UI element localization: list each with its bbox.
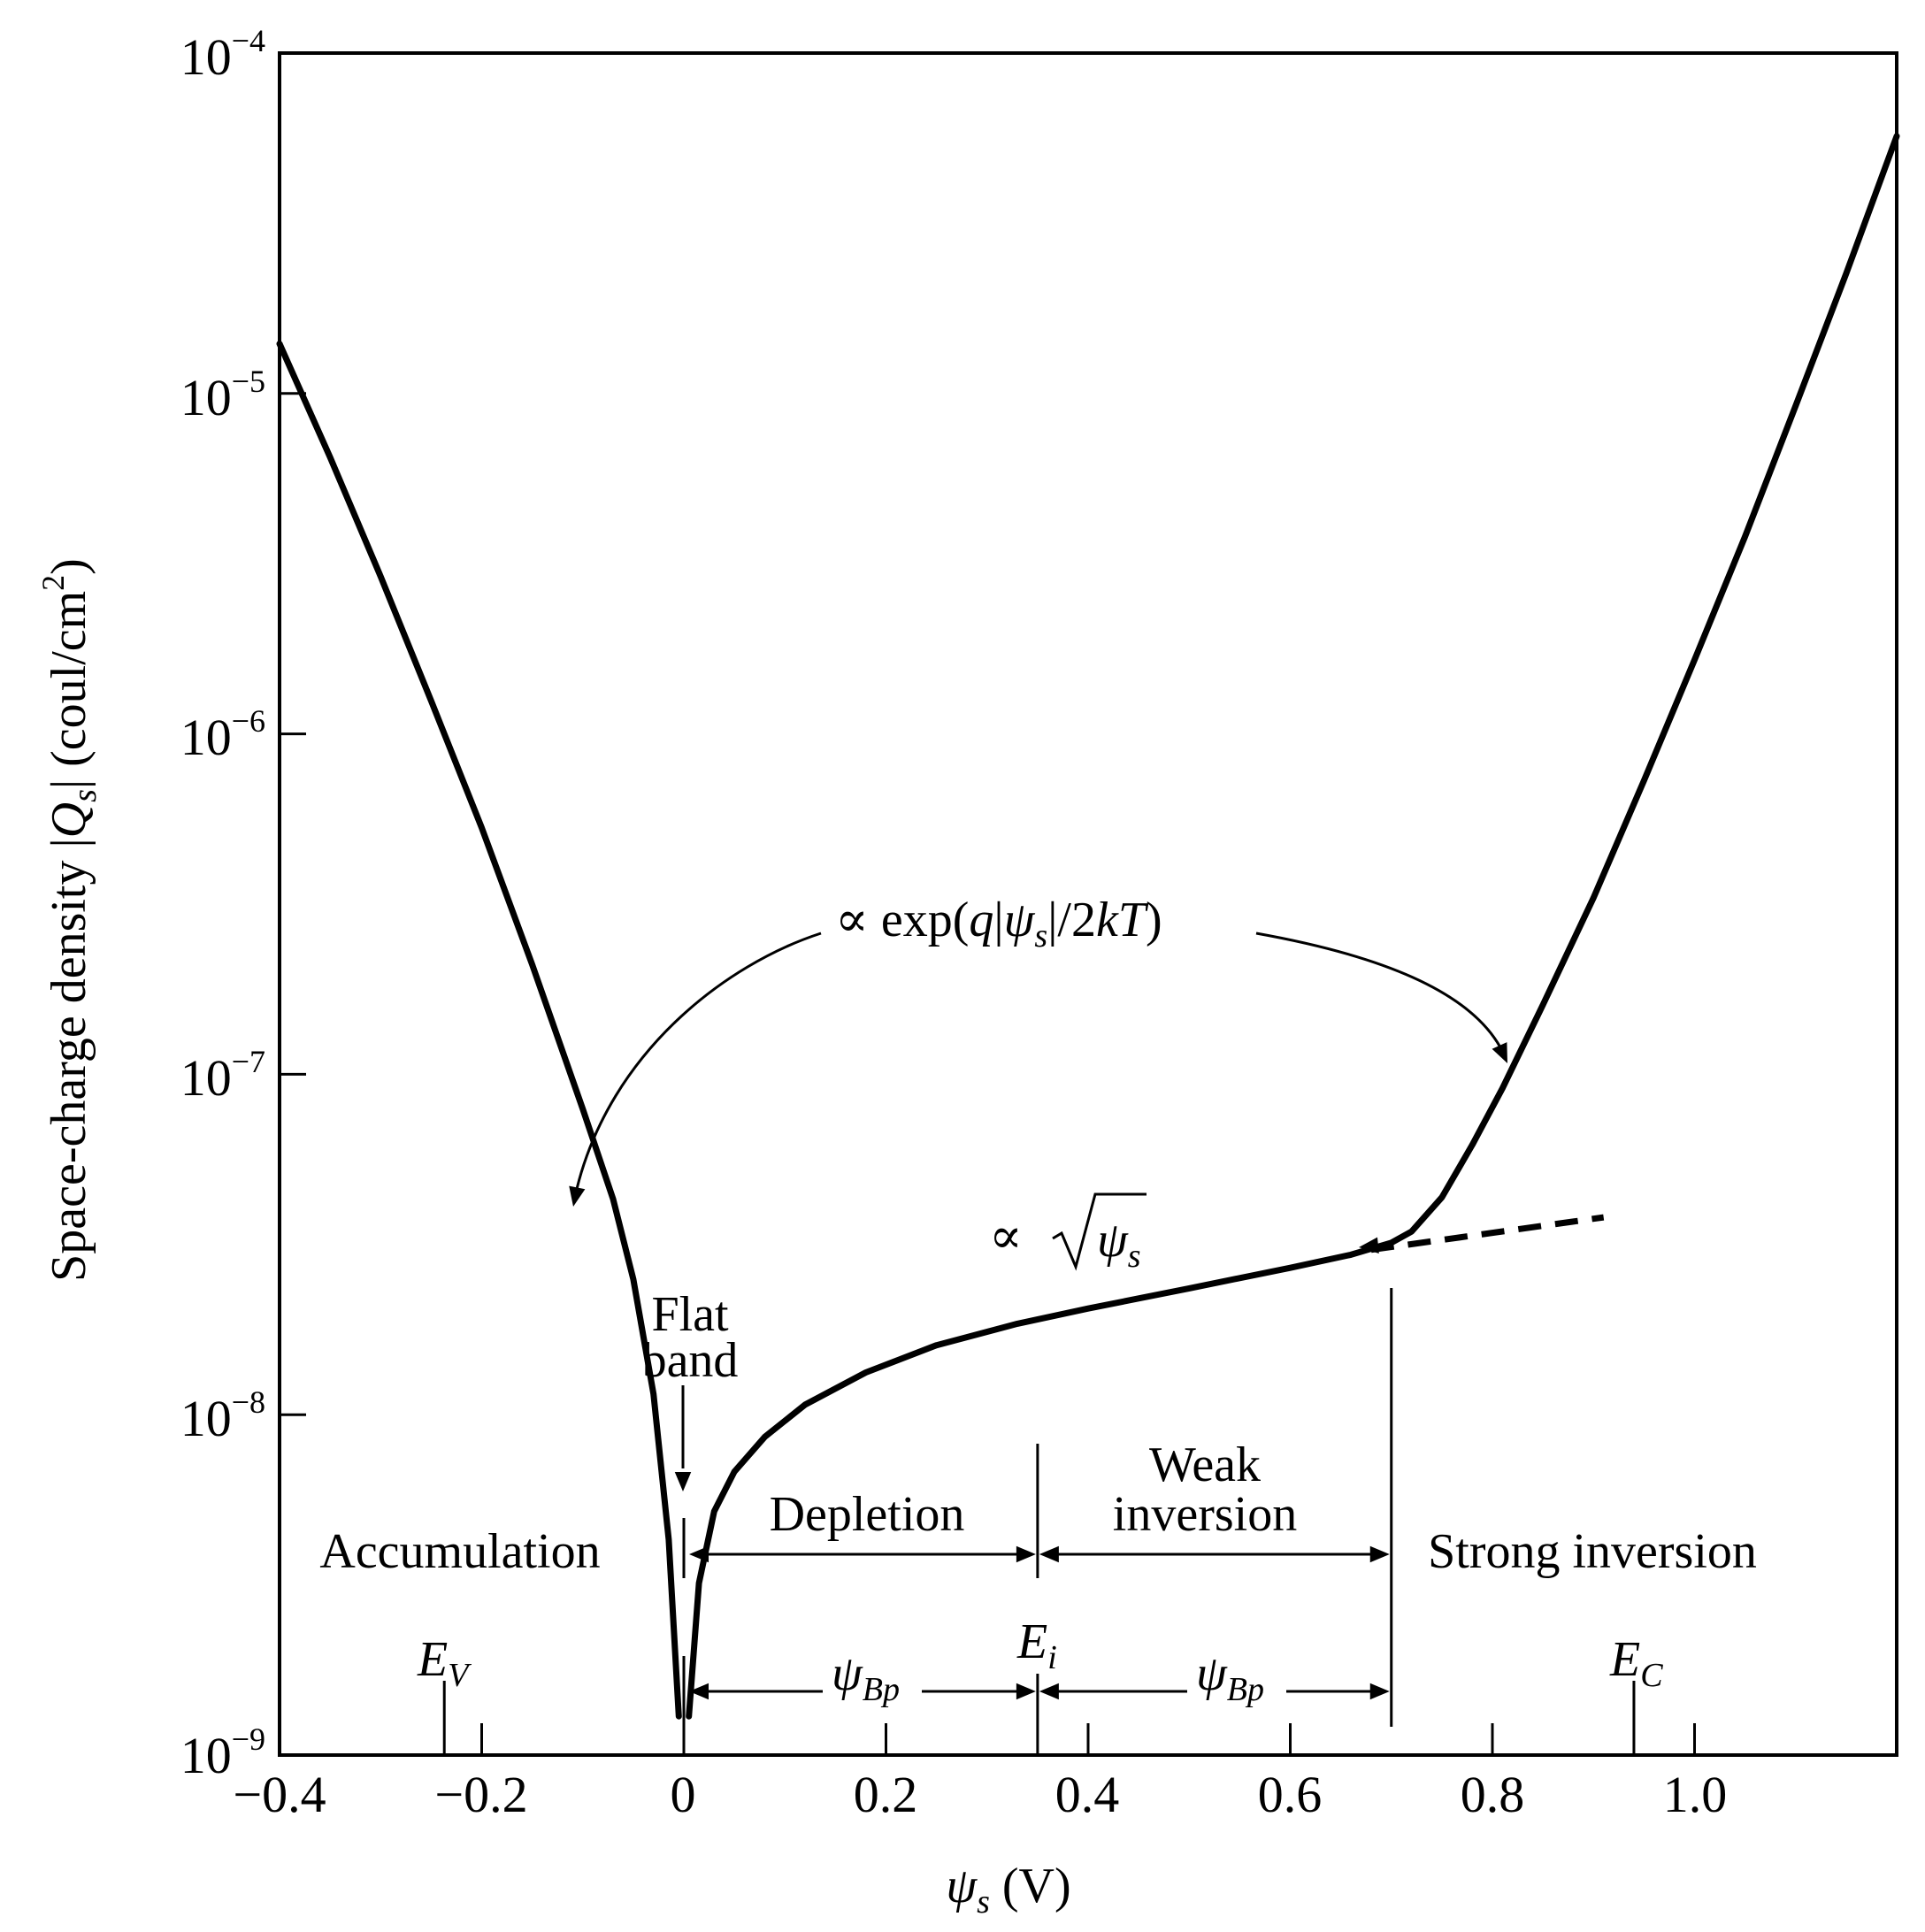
- flat-band-label: band: [642, 1333, 739, 1388]
- y-tick-label: 10−6: [180, 703, 265, 766]
- ec-label: EC: [1609, 1632, 1663, 1694]
- y-axis-title: Space-charge density |Qs| (coul/cm2): [35, 558, 104, 1282]
- x-tick-label: −0.4: [233, 1766, 326, 1823]
- region-accumulation: Accumulation: [319, 1524, 600, 1579]
- x-tick-label: 0.6: [1258, 1766, 1323, 1823]
- exp-arrowhead-left: [569, 1185, 586, 1207]
- y-tick-label: 10−8: [180, 1384, 265, 1447]
- psi-bp-arrowhead: [1016, 1683, 1036, 1700]
- flat-band-label: Flat: [651, 1287, 729, 1342]
- psi-bp-arrowhead: [1039, 1683, 1059, 1700]
- charge-density-curve: [276, 341, 682, 1720]
- x-tick-label: 0.8: [1461, 1766, 1525, 1823]
- x-tick-label: −0.2: [434, 1766, 527, 1823]
- region-strong-inversion: Strong inversion: [1428, 1524, 1757, 1579]
- y-tick-label: 10−5: [180, 364, 265, 426]
- depletion-arrowhead: [1016, 1545, 1036, 1563]
- y-tick-label: 10−9: [180, 1721, 265, 1784]
- dashed-extrapolation-line: [1370, 1214, 1605, 1254]
- exp-arrowhead-right: [1492, 1042, 1507, 1063]
- psi-bp-label: ψBp: [1196, 1646, 1264, 1708]
- x-tick-label: 0.2: [854, 1766, 918, 1823]
- psi-bp-label: ψBp: [832, 1646, 900, 1708]
- x-tick-labels: −0.4 −0.2 0 0.2 0.4 0.6 0.8 1.0: [233, 1766, 1727, 1823]
- x-tick-label: 1.0: [1663, 1766, 1728, 1823]
- annotation-arrows: [569, 932, 1507, 1700]
- x-axis-title: ψs (V): [946, 1859, 1070, 1920]
- exp-arrow-right: [1255, 932, 1502, 1048]
- weak-inversion-arrowhead: [1369, 1545, 1390, 1563]
- region-weak-inversion: Weak: [1149, 1438, 1261, 1492]
- radical-sign: [1052, 1192, 1147, 1271]
- exp-annotation: ∝ exp(q|ψs|/2kT): [835, 893, 1162, 954]
- psi-bp-arrowhead: [689, 1683, 709, 1700]
- svg-text:ψs: ψs: [1097, 1213, 1141, 1275]
- exp-arrow-left: [575, 932, 822, 1190]
- depletion-arrowhead: [689, 1545, 709, 1563]
- psi-bp-arrowhead: [1369, 1683, 1390, 1700]
- region-guides: [442, 1288, 1636, 1755]
- x-tick-label: 0: [671, 1766, 696, 1823]
- svg-text:∝: ∝: [989, 1209, 1023, 1264]
- flat-band-arrowhead: [674, 1472, 692, 1491]
- region-depletion: Depletion: [770, 1487, 965, 1542]
- ev-label: EV: [417, 1632, 472, 1694]
- weak-inversion-arrowhead: [1039, 1545, 1059, 1563]
- y-tick-label: 10−4: [180, 23, 265, 86]
- y-tick-label: 10−7: [180, 1044, 265, 1107]
- region-weak-inversion: inversion: [1113, 1487, 1297, 1542]
- x-tick-label: 0.4: [1055, 1766, 1120, 1823]
- sqrt-annotation: ∝ ψs: [989, 1192, 1147, 1275]
- y-tick-labels: 10−4 10−5 10−6 10−7 10−8 10−9: [180, 23, 265, 1784]
- ei-label: Ei: [1016, 1614, 1057, 1676]
- sqrt-arrowhead: [1359, 1237, 1379, 1254]
